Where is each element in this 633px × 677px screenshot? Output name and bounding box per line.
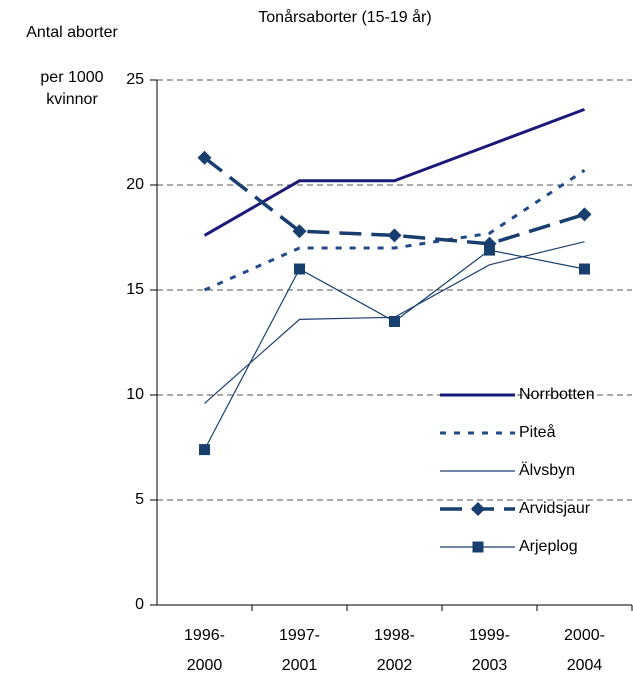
- x-tick-label: 1998-2002: [374, 627, 415, 674]
- marker: [471, 502, 485, 516]
- marker: [199, 444, 210, 456]
- marker: [387, 228, 402, 243]
- y-tick-label: 25: [126, 71, 144, 88]
- y-tick-label: 20: [126, 176, 144, 193]
- y-tick-label: 5: [135, 491, 144, 508]
- y-tick-label: 10: [126, 386, 144, 403]
- legend-label: Piteå: [519, 423, 556, 441]
- marker: [197, 150, 212, 165]
- marker: [292, 224, 307, 239]
- y-tick-label: 15: [126, 281, 144, 298]
- x-tick-label: 2000-2004: [564, 627, 605, 674]
- chart-title: Tonårsaborter (15-19 år): [258, 8, 431, 26]
- marker: [577, 207, 592, 222]
- legend-label: Arjeplog: [519, 538, 578, 555]
- marker: [472, 541, 484, 553]
- marker: [294, 263, 305, 275]
- x-tick-label: 1997-2001: [279, 627, 320, 674]
- y-axis-title: per 1000: [40, 69, 103, 86]
- legend-label: Norrbotten: [519, 386, 595, 403]
- marker: [579, 263, 590, 275]
- y-axis-title: Antal aborter: [26, 24, 118, 41]
- y-tick-label: 0: [135, 596, 144, 613]
- x-tick-label: 1999-2003: [469, 627, 510, 674]
- marker: [389, 316, 400, 327]
- legend-label: Arvidsjaur: [519, 500, 591, 517]
- marker: [484, 244, 495, 256]
- series-line: [203, 249, 585, 450]
- x-tick-label: 1996-2000: [184, 627, 225, 674]
- y-axis-title: kvinnor: [46, 91, 98, 108]
- series-line: [203, 107, 586, 237]
- series-line: [203, 169, 586, 292]
- legend-label: Älvsbyn: [519, 461, 575, 479]
- series-line: [203, 156, 586, 246]
